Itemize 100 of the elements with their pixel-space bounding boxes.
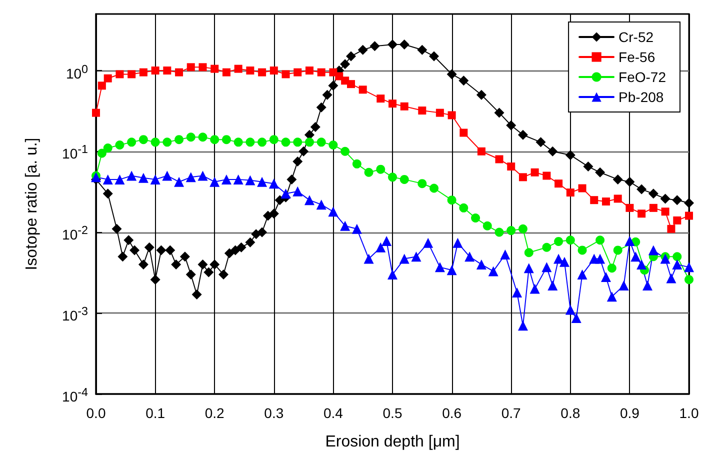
- point: [649, 204, 658, 212]
- x-tick-label: 0.1: [146, 405, 166, 421]
- point: [186, 132, 196, 142]
- x-tick-label: 0.8: [560, 405, 580, 421]
- point: [282, 70, 290, 78]
- point: [376, 94, 385, 103]
- point: [542, 242, 552, 252]
- point: [506, 226, 516, 236]
- point: [163, 66, 172, 75]
- point: [388, 172, 397, 182]
- point: [566, 236, 575, 245]
- point: [684, 275, 694, 284]
- point: [127, 138, 136, 147]
- point: [328, 140, 338, 150]
- point: [400, 102, 408, 110]
- point: [388, 100, 396, 108]
- point: [376, 164, 386, 174]
- point: [596, 236, 605, 245]
- point: [607, 264, 616, 273]
- point: [673, 216, 682, 224]
- point: [128, 70, 136, 78]
- point: [293, 138, 302, 147]
- point: [294, 68, 302, 76]
- point: [507, 162, 516, 171]
- point: [566, 188, 574, 197]
- point: [92, 108, 100, 117]
- point: [198, 63, 207, 72]
- point: [613, 246, 622, 255]
- point: [97, 148, 106, 158]
- point: [222, 135, 231, 144]
- point: [103, 144, 112, 153]
- point: [447, 196, 456, 205]
- point: [364, 168, 374, 177]
- point: [352, 159, 362, 168]
- x-tick-label: 0.9: [620, 405, 640, 421]
- point: [667, 224, 676, 233]
- point: [116, 70, 124, 78]
- point: [554, 180, 563, 188]
- x-tick-label: 0.0: [86, 405, 106, 421]
- point: [602, 198, 610, 206]
- point: [418, 179, 427, 188]
- point: [614, 194, 622, 203]
- point: [270, 66, 278, 75]
- point: [305, 66, 314, 75]
- point: [174, 135, 184, 144]
- point: [104, 74, 112, 82]
- x-axis-title: Erosion depth [μm]: [325, 434, 460, 450]
- point: [518, 173, 527, 182]
- point: [317, 68, 326, 76]
- point: [175, 68, 184, 76]
- point: [316, 138, 326, 147]
- point: [234, 64, 242, 73]
- point: [495, 155, 504, 164]
- point: [115, 140, 124, 150]
- point: [459, 203, 468, 212]
- point: [139, 68, 148, 76]
- point: [554, 236, 564, 246]
- point: [138, 135, 148, 144]
- x-tick-label: 0.4: [323, 405, 344, 421]
- point: [346, 80, 355, 88]
- point: [98, 82, 106, 90]
- point: [234, 138, 243, 147]
- point: [530, 168, 539, 176]
- point: [358, 86, 367, 94]
- point: [518, 224, 528, 234]
- point: [400, 174, 409, 184]
- point: [626, 204, 634, 212]
- point: [542, 172, 551, 180]
- point: [638, 210, 646, 218]
- legend-label: FeO-72: [618, 69, 666, 85]
- point: [448, 111, 456, 120]
- point: [150, 138, 160, 147]
- point: [436, 108, 444, 117]
- legend-label: Fe-56: [618, 49, 656, 65]
- point: [477, 147, 486, 156]
- point: [186, 63, 195, 72]
- y-tick-label: 10$^{0}$: [66, 62, 88, 82]
- x-tick-label: 0.5: [382, 405, 402, 421]
- y-tick-label: 10$^{-3}$: [62, 304, 88, 325]
- point: [246, 138, 255, 147]
- y-tick-label: 10$^{-2}$: [62, 223, 88, 244]
- x-tick-label: 0.7: [501, 405, 522, 421]
- point: [578, 184, 586, 192]
- point: [151, 66, 160, 75]
- point: [198, 132, 208, 142]
- point: [340, 146, 350, 156]
- point: [258, 68, 266, 76]
- point: [246, 66, 254, 75]
- legend-label: Cr-52: [618, 29, 654, 45]
- point: [222, 68, 230, 76]
- point: [304, 138, 314, 147]
- point: [269, 135, 278, 144]
- point: [281, 138, 290, 147]
- point: [471, 214, 480, 223]
- point: [210, 64, 219, 73]
- point: [524, 248, 534, 258]
- point: [482, 221, 492, 230]
- y-tick-label: 10$^{-4}$: [62, 385, 88, 406]
- point: [210, 135, 220, 144]
- x-tick-label: 0.2: [204, 405, 225, 421]
